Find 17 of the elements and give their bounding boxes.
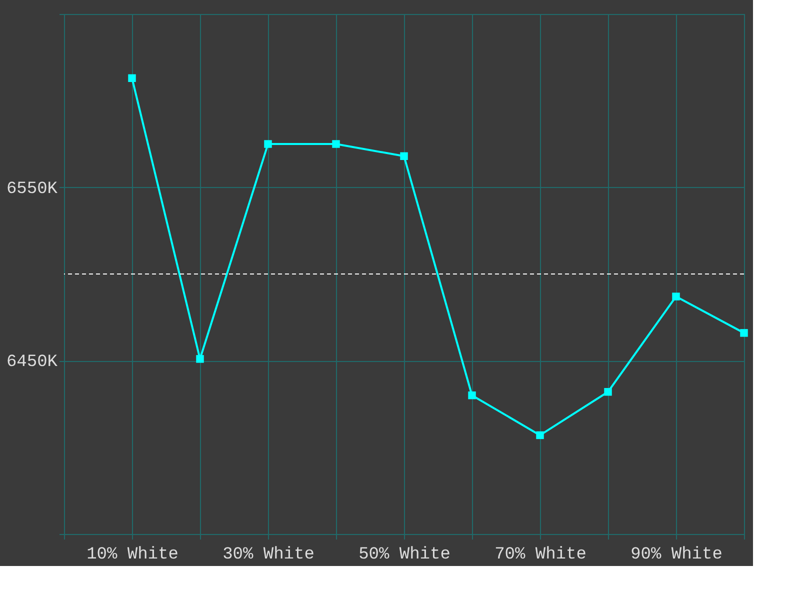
point xyxy=(400,152,408,160)
y-tick-label: 6550K xyxy=(6,180,58,199)
x-tick-label: 30% White xyxy=(222,546,314,564)
point xyxy=(740,329,748,337)
x-tick-label: 10% White xyxy=(86,546,178,564)
point xyxy=(536,431,544,440)
point xyxy=(196,355,204,363)
x-tick-label: 90% White xyxy=(630,546,722,564)
point xyxy=(332,140,340,148)
point xyxy=(468,391,476,400)
point xyxy=(128,74,136,82)
point xyxy=(672,292,680,300)
x-tick-label: 50% White xyxy=(358,546,450,564)
x-tick-label: 70% White xyxy=(494,546,586,564)
y-tick-label: 6450K xyxy=(6,353,58,372)
point xyxy=(604,388,612,396)
point xyxy=(264,140,272,148)
